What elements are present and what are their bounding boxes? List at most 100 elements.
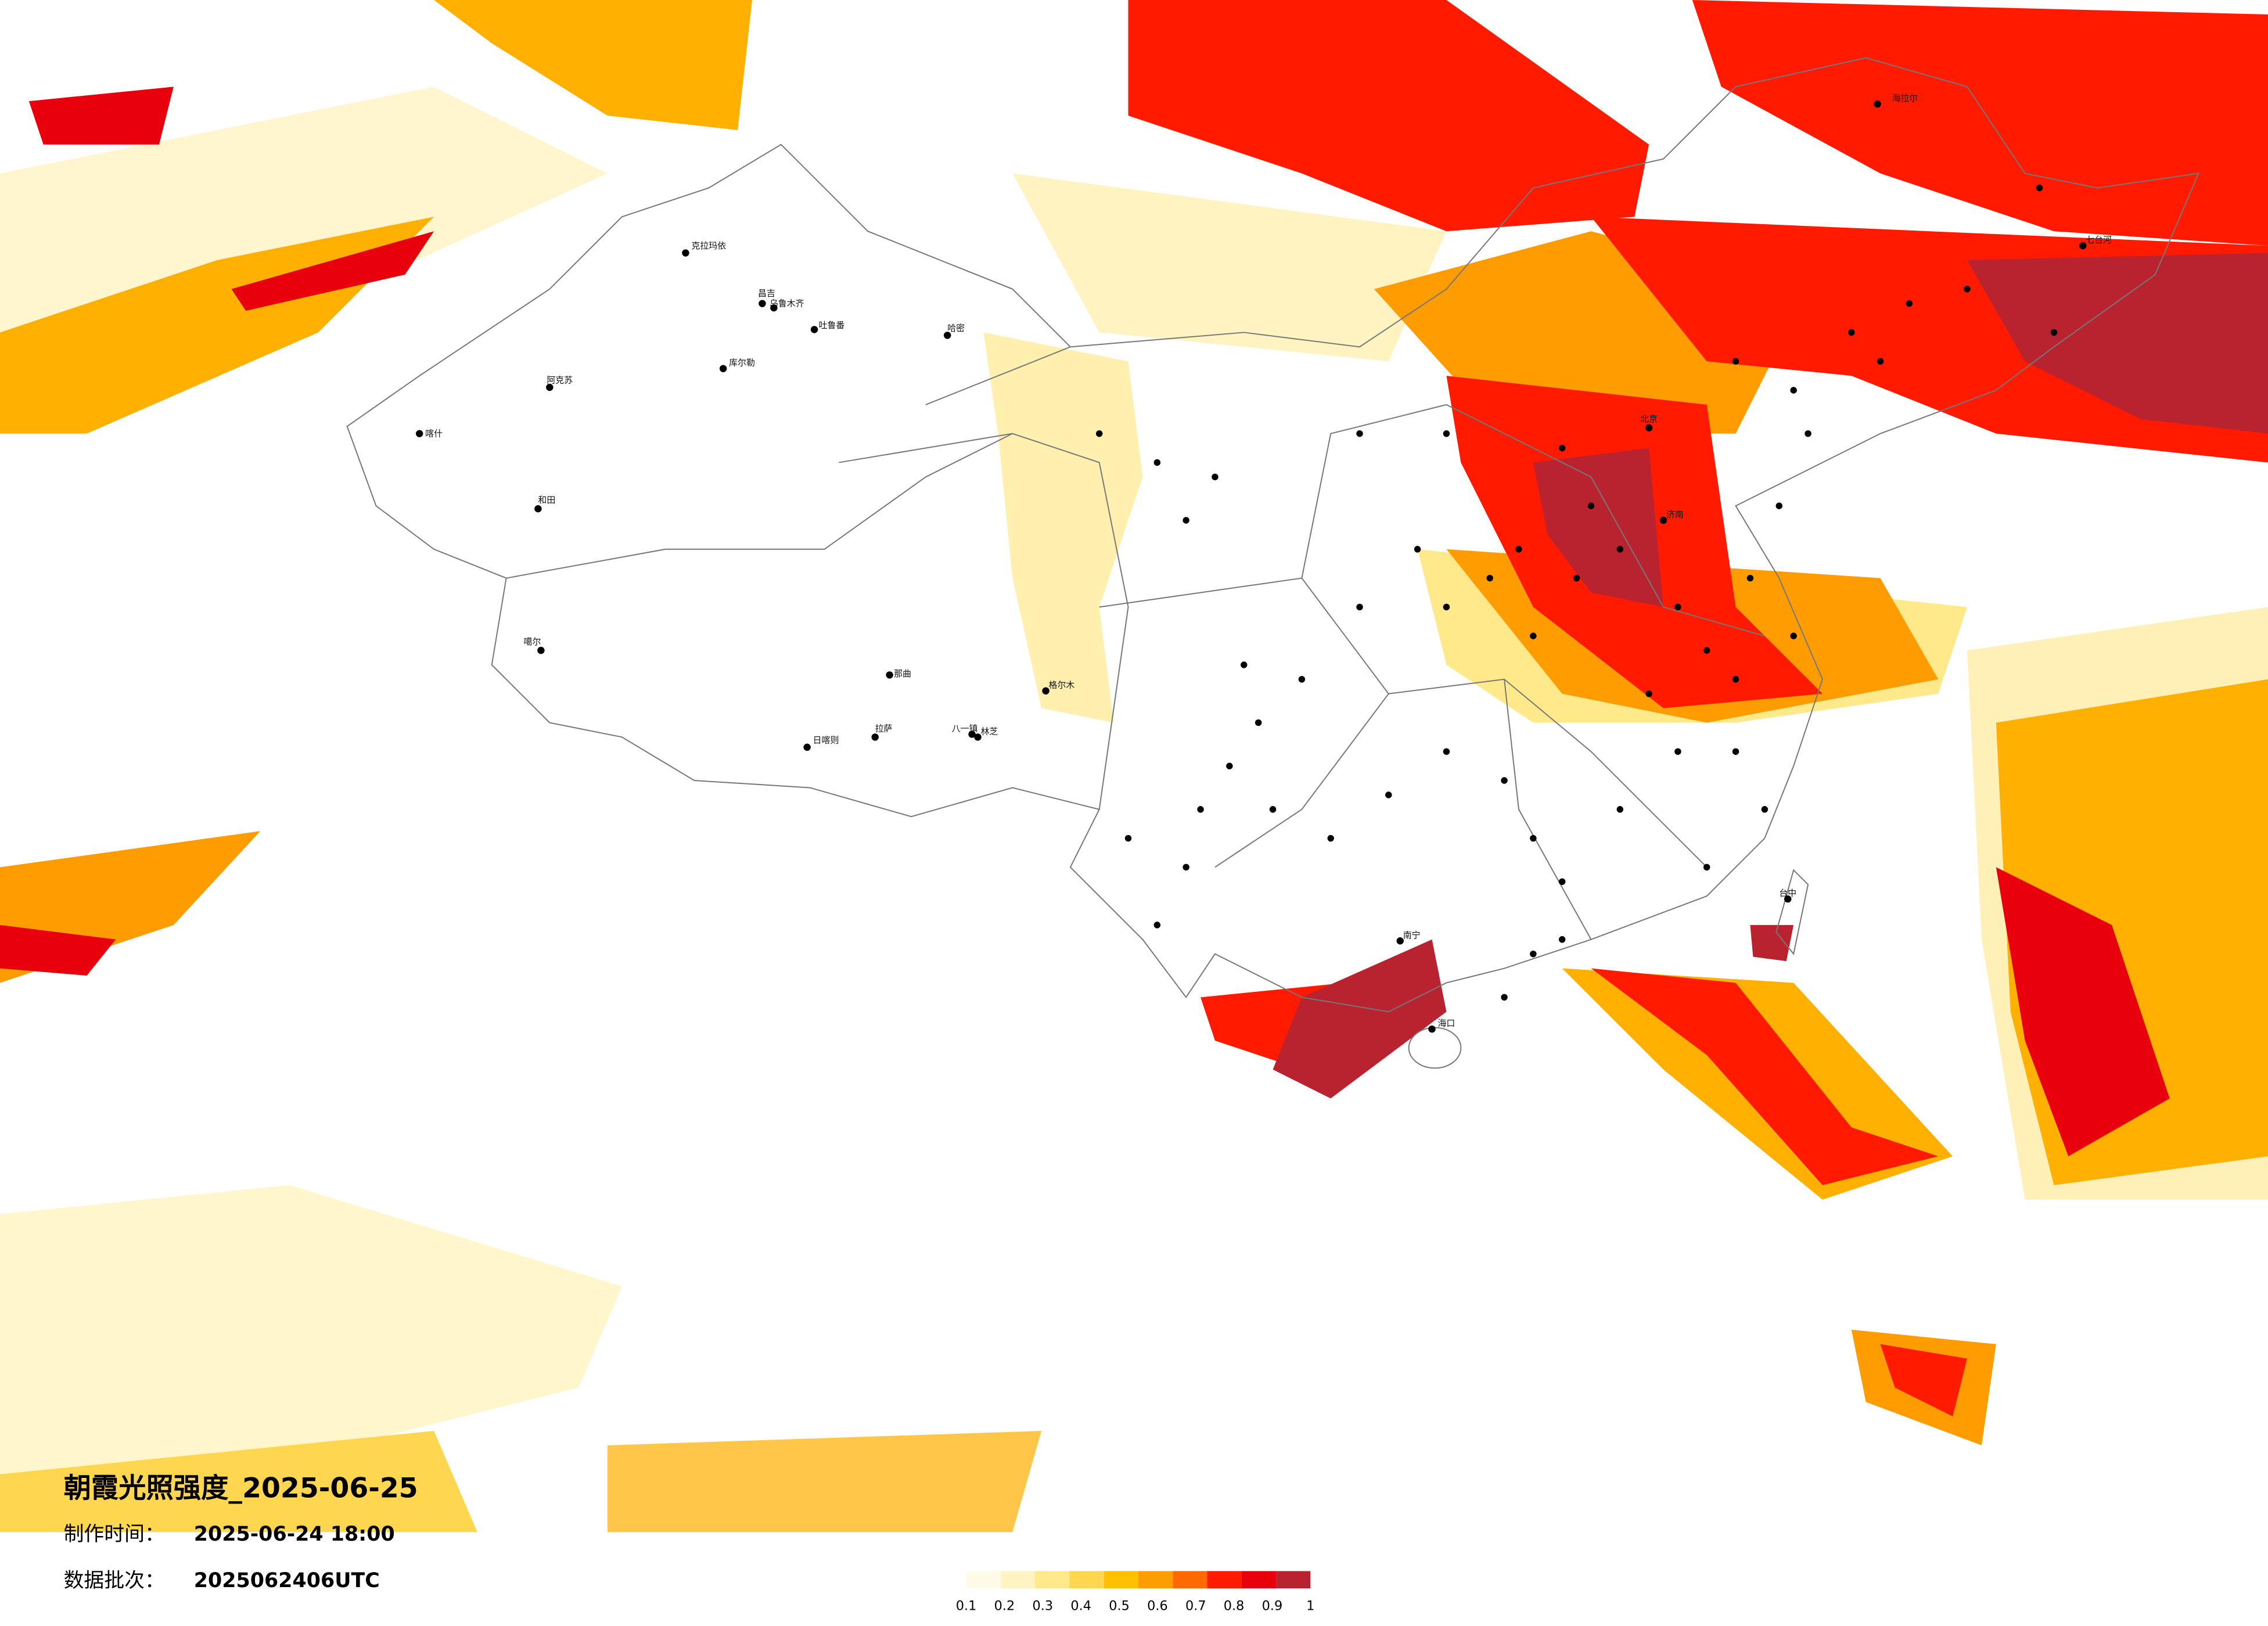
city-dot xyxy=(770,304,778,312)
area-low xyxy=(1012,173,1447,362)
city-dot xyxy=(1674,748,1681,755)
city-dot xyxy=(1096,430,1103,437)
city-dot xyxy=(1530,632,1537,639)
info-label: 制作时间： xyxy=(64,1523,165,1546)
city-label: 海拉尔 xyxy=(1892,93,1918,103)
city-label: 和田 xyxy=(538,495,555,505)
city-label: 库尔勒 xyxy=(729,358,755,368)
colorbar-tick-label: 1 xyxy=(1306,1599,1314,1614)
city-dot xyxy=(1790,387,1797,394)
city-dot xyxy=(1443,748,1450,755)
city-dot xyxy=(1784,895,1792,903)
city-dot xyxy=(1327,834,1334,842)
area-mid xyxy=(0,1431,477,1533)
city-dot xyxy=(1761,806,1769,813)
city-label: 日喀则 xyxy=(813,735,839,745)
city-dot xyxy=(1515,546,1522,553)
city-dot xyxy=(1616,546,1624,553)
borders xyxy=(346,57,2200,1069)
colorbar-cell xyxy=(1276,1571,1311,1589)
city-dot xyxy=(1732,358,1739,365)
city-label: 台中 xyxy=(1779,888,1796,898)
intensity-field xyxy=(0,0,2268,1533)
city-dot xyxy=(1775,502,1782,509)
city-dot xyxy=(1428,1025,1436,1033)
city-dot xyxy=(1153,922,1161,929)
country-border xyxy=(346,57,2200,1013)
city-dot xyxy=(1906,300,1913,307)
city-dot xyxy=(1732,748,1739,755)
colorbar-tick-label: 0.8 xyxy=(1224,1599,1245,1614)
city-dot xyxy=(1790,632,1797,639)
city-label: 哈密 xyxy=(947,323,965,333)
area-high xyxy=(231,231,434,311)
city-dots xyxy=(1096,184,2058,1001)
city-label: 噶尔 xyxy=(524,636,541,647)
city-label: 阿克苏 xyxy=(547,375,573,386)
city-dot xyxy=(1616,806,1624,813)
city-dot xyxy=(1558,878,1566,885)
colorbar-cell xyxy=(1173,1571,1207,1589)
city-dot xyxy=(1042,687,1049,695)
city-dot xyxy=(1182,517,1189,524)
city-label: 格尔木 xyxy=(1049,680,1075,690)
area-high xyxy=(1128,0,1649,232)
city-label: 喀什 xyxy=(425,429,443,439)
colorbar-cell xyxy=(1000,1571,1036,1589)
area-max xyxy=(1273,939,1447,1099)
area-max xyxy=(1533,448,1663,607)
colorbar-tick-label: 0.2 xyxy=(994,1599,1015,1614)
city-dot xyxy=(1197,806,1204,813)
city-dot xyxy=(1182,864,1189,871)
city-dot xyxy=(719,365,727,372)
city-dot xyxy=(1573,574,1580,582)
colorbar: 0.1 0.2 0.3 0.4 0.5 0.6 0.7 0.8 0.9 1 xyxy=(956,1571,1314,1614)
city-dot xyxy=(759,300,766,307)
colorbar-cell xyxy=(1035,1571,1070,1589)
city-dot xyxy=(1805,430,1811,437)
area-high xyxy=(28,87,174,145)
city-dot xyxy=(1848,329,1855,336)
info-value: 2025-06-24 18:00 xyxy=(194,1523,395,1546)
colorbar-tick-label: 0.5 xyxy=(1109,1599,1130,1614)
province-border xyxy=(506,346,1765,940)
city-dot xyxy=(546,383,553,391)
city-dot xyxy=(1298,676,1306,683)
city-dot xyxy=(1226,762,1233,769)
city-dot xyxy=(1414,546,1421,553)
city-label: 乌鲁木齐 xyxy=(770,298,804,309)
city-dot xyxy=(1356,430,1363,437)
city-dot xyxy=(1558,444,1566,452)
area-low xyxy=(0,1185,622,1533)
city-label: 七台河 xyxy=(2086,235,2112,245)
colorbar-tick-label: 0.9 xyxy=(1262,1599,1283,1614)
city-label: 吐鲁番 xyxy=(819,320,845,330)
city-dot xyxy=(1732,676,1739,683)
city-dot xyxy=(1124,834,1132,842)
colorbar-cell xyxy=(1104,1571,1138,1589)
city-dot xyxy=(886,671,893,679)
city-dot xyxy=(968,731,976,738)
city-dot xyxy=(1501,777,1508,784)
city-label: 海口 xyxy=(1437,1018,1455,1028)
city-label: 克拉玛依 xyxy=(691,240,726,251)
city-dot xyxy=(1645,690,1652,697)
city-label: 林芝 xyxy=(981,726,998,736)
city-dot xyxy=(682,249,689,257)
area-high xyxy=(1880,1344,1967,1417)
city-label: 那曲 xyxy=(894,668,911,679)
city-dot xyxy=(1212,473,1219,481)
city-dot xyxy=(1501,994,1508,1001)
colorbar-cell xyxy=(1207,1571,1242,1589)
city-dot xyxy=(1645,424,1653,431)
area-high xyxy=(0,924,116,976)
city-dot xyxy=(1396,937,1404,945)
city-dot xyxy=(1269,806,1277,813)
city-label: 北京 xyxy=(1640,414,1658,425)
city-dot xyxy=(2079,242,2087,250)
cities: 喀什 和田 阿克苏 库尔勒 哈密 昌吉 乌鲁木齐 吐鲁番 克拉玛依 噶尔 日喀则… xyxy=(415,93,2112,1033)
city-dot xyxy=(944,332,951,339)
area-max xyxy=(1967,253,2268,434)
city-label: 八一镇 xyxy=(952,723,978,733)
colorbar-cell xyxy=(1241,1571,1277,1589)
